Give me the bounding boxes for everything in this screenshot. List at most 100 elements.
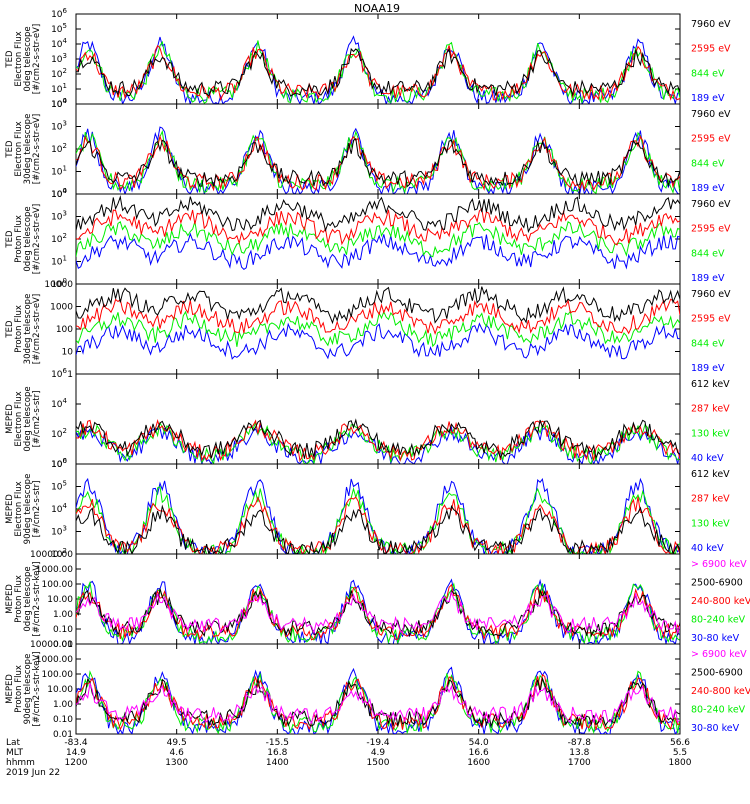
- legend-entry: 844 eV: [691, 338, 725, 349]
- y-tick-label: 1000: [50, 303, 73, 313]
- x-tick-label: 16.6: [469, 748, 489, 758]
- series-trace-red: [76, 44, 680, 102]
- y-axis-label: Electron Flux: [14, 391, 24, 446]
- legend-entry: 2595 eV: [691, 224, 731, 235]
- series-trace-green: [76, 580, 680, 644]
- y-tick-label: 106: [51, 367, 67, 380]
- series-trace-blue: [76, 322, 680, 360]
- legend-entry: 40 keV: [691, 543, 724, 554]
- series-trace-black: [76, 676, 680, 729]
- legend-entry: 287 keV: [691, 404, 730, 415]
- y-axis-label: [#/cm2-s-str-eV]: [32, 24, 42, 94]
- y-tick-label: 102: [51, 142, 67, 155]
- legend-entry: 130 keV: [691, 428, 730, 439]
- y-axis-label: TED: [5, 320, 15, 339]
- series-trace-black: [76, 47, 680, 97]
- legend-entry: 844 eV: [691, 248, 725, 259]
- y-axis-label: [#/cm2-s-str-eV]: [32, 114, 42, 184]
- y-axis-label: MEPED: [5, 494, 15, 524]
- y-tick-label: 1.00: [53, 700, 73, 710]
- x-tick-label: 1600: [467, 758, 490, 768]
- series-trace-green: [76, 670, 680, 734]
- panel-traces: [76, 195, 680, 271]
- y-axis-label: Electron Flux: [14, 31, 24, 86]
- y-axis-label: Proton Flux: [14, 305, 24, 353]
- x-tick-label: 1200: [65, 758, 88, 768]
- y-axis-label: 90deg telescope: [23, 654, 33, 725]
- y-tick-label: 103: [51, 210, 67, 223]
- legend-entry: 240-800 keV: [691, 686, 750, 697]
- y-tick-label: 1: [67, 370, 73, 380]
- series-trace-green: [76, 40, 680, 104]
- y-axis-label: MEPED: [5, 584, 15, 614]
- legend-entry: 30-80 keV: [691, 633, 740, 644]
- legend-entry: 80-240 keV: [691, 615, 746, 626]
- legend-entry: 189 eV: [691, 93, 725, 104]
- y-tick-label: 0.10: [53, 715, 73, 725]
- y-axis-label: MEPED: [5, 404, 15, 434]
- legend-entry: 844 eV: [691, 158, 725, 169]
- x-tick-label: -83.4: [64, 738, 88, 748]
- y-tick-label: 104: [51, 97, 67, 110]
- y-axis-label: 30deg telescope: [23, 114, 33, 185]
- legend-entry: > 6900 keV: [691, 559, 747, 570]
- series-trace-blue: [76, 232, 680, 271]
- series-trace-black: [76, 286, 680, 325]
- x-tick-label: 4.9: [371, 748, 386, 758]
- y-tick-label: 0.10: [53, 625, 73, 635]
- y-tick-label: 105: [51, 22, 67, 35]
- y-axis-label: [#/cm2-s-str-eV]: [32, 294, 42, 364]
- y-axis-label: Proton Flux: [14, 215, 24, 263]
- legend-entry: 7960 eV: [691, 289, 731, 300]
- y-axis-label: MEPED: [5, 674, 15, 704]
- y-axis-label: Proton Flux: [14, 575, 24, 623]
- legend-entry: 30-80 keV: [691, 723, 740, 734]
- y-tick-label: 102: [51, 67, 67, 80]
- y-tick-label: 10000: [44, 280, 73, 290]
- x-row-label: Lat: [6, 738, 21, 748]
- series-trace-black: [76, 137, 680, 188]
- series-trace-blue: [76, 578, 680, 644]
- y-axis-label: [#/cm2-s-str]: [32, 391, 42, 448]
- y-axis-label: [#/cm2-s-str-keV]: [32, 652, 42, 727]
- x-tick-label: 54.0: [469, 738, 489, 748]
- series-trace-green: [76, 421, 680, 464]
- y-tick-label: 10000.00: [30, 550, 73, 560]
- x-tick-label: 13.8: [569, 748, 589, 758]
- x-tick-label: 5.5: [673, 748, 687, 758]
- y-tick-label: 104: [51, 397, 67, 410]
- y-tick-label: 104: [51, 502, 67, 515]
- y-tick-label: 1.00: [53, 610, 73, 620]
- x-tick-label: -19.4: [366, 738, 390, 748]
- y-tick-label: 100: [56, 325, 73, 335]
- legend-entry: 2595 eV: [691, 44, 731, 55]
- series-trace-green: [76, 220, 680, 258]
- y-tick-label: 103: [51, 525, 67, 538]
- panel-traces: [76, 286, 680, 360]
- y-tick-label: 103: [51, 120, 67, 133]
- legend-entry: 80-240 keV: [691, 705, 746, 716]
- y-axis-label: [#/cm2-s-str-eV]: [32, 204, 42, 274]
- y-axis-label: [#/cm2-s-str]: [32, 481, 42, 538]
- legend-entry: 189 eV: [691, 183, 725, 194]
- x-tick-label: 14.9: [66, 748, 86, 758]
- y-tick-label: 102: [51, 232, 67, 245]
- y-tick-label: 100.00: [42, 670, 74, 680]
- series-trace-red: [76, 496, 680, 554]
- legend-entry: 2500-6900: [691, 668, 743, 679]
- legend-entry: 2595 eV: [691, 314, 731, 325]
- y-axis-label: 0deg telescope: [23, 566, 33, 631]
- y-tick-label: 1000.00: [36, 565, 73, 575]
- legend-entry: > 6900 keV: [691, 649, 747, 660]
- x-tick-label: -87.8: [568, 738, 592, 748]
- series-trace-red: [76, 207, 680, 246]
- y-tick-label: 100.00: [42, 580, 74, 590]
- x-tick-label: 56.6: [670, 738, 690, 748]
- x-row-label: hhmm: [6, 758, 35, 768]
- series-trace-black: [76, 418, 680, 460]
- panel-traces: [76, 35, 680, 104]
